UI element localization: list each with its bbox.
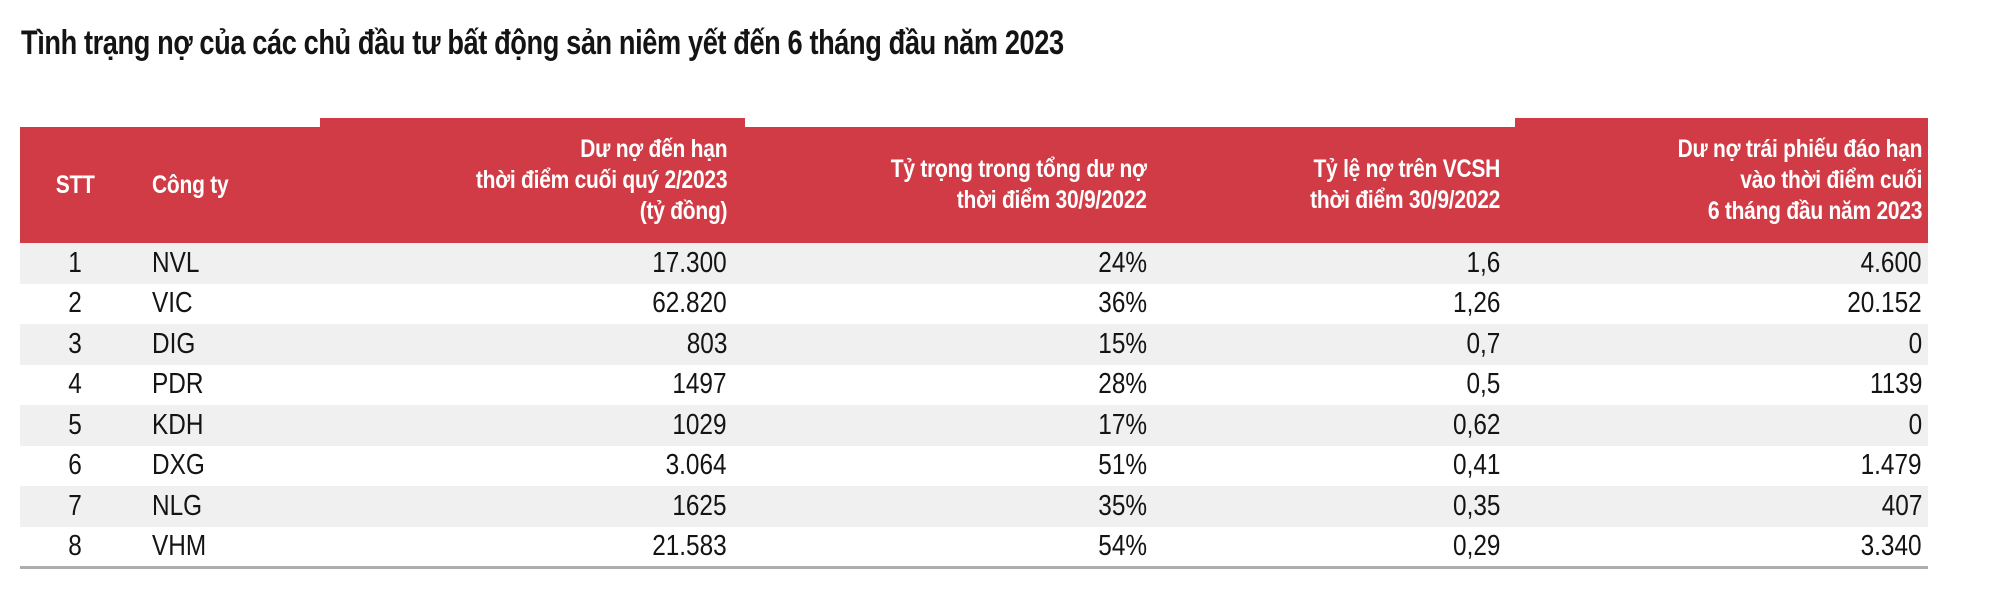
cell-debt-to-equity: 0,7 (1466, 327, 1500, 360)
table-row: 5 KDH 1029 17% 0,62 0 (20, 405, 1928, 446)
cell-company: NVL (152, 246, 200, 279)
cell-stt: 1 (68, 246, 82, 279)
page-title: Tình trạng nợ của các chủ đầu tư bất độn… (21, 24, 1324, 63)
cell-due-debt: 1497 (672, 368, 727, 401)
cell-company: NLG (152, 489, 203, 522)
col-header-company: Công ty (130, 118, 320, 243)
cell-company: VHM (130, 526, 320, 569)
cell-debt-to-equity: 0,5 (1466, 368, 1500, 401)
cell-due-debt: 17.300 (652, 246, 727, 279)
table-row: 2 VIC 62.820 36% 1,26 20.152 (20, 283, 1928, 324)
col-header-bond-debt: Dư nợ trái phiếu đáo hạn vào thời điểm c… (1515, 118, 1928, 243)
cell-debt-to-equity: 0,41 (1452, 449, 1500, 482)
cell-debt-share: 24% (1098, 246, 1147, 279)
cell-bond-debt: 0 (1908, 408, 1922, 441)
cell-stt: 2 (68, 287, 82, 320)
cell-due-debt: 62.820 (652, 287, 727, 320)
cell-bond-debt: 1139 (1869, 368, 1922, 401)
col-header-due-debt: Dư nợ đến hạn thời điểm cuối quý 2/2023 … (320, 118, 745, 243)
cell-debt-share: 17% (1098, 408, 1147, 441)
cell-company: KDH (152, 408, 204, 441)
cell-stt: 7 (68, 489, 82, 522)
cell-debt-share: 51% (1098, 449, 1147, 482)
cell-company: DIG (152, 327, 196, 360)
cell-due-debt: 21.583 (320, 526, 745, 569)
table-body: 1 NVL 17.300 24% 1,6 4.600 2 VIC 62.820 … (20, 243, 1928, 569)
table-row: 8 VHM 21.583 54% 0,29 3.340 (20, 526, 1928, 569)
debt-table: STT Công ty Dư nợ đến hạn thời điểm cuối… (20, 118, 1928, 569)
cell-company: PDR (152, 368, 204, 401)
cell-due-debt: 3.064 (666, 449, 727, 482)
table-row: 1 NVL 17.300 24% 1,6 4.600 (20, 243, 1928, 284)
cell-due-debt: 1029 (672, 408, 727, 441)
table-row: 7 NLG 1625 35% 0,35 407 (20, 486, 1928, 527)
table-header: STT Công ty Dư nợ đến hạn thời điểm cuối… (20, 118, 1928, 243)
col-header-debt-share: Tỷ trọng trong tổng dư nợ thời điểm 30/9… (745, 118, 1160, 243)
cell-bond-debt: 407 (1881, 489, 1922, 522)
cell-bond-debt: 1.479 (1861, 449, 1922, 482)
cell-bond-debt: 20.152 (1847, 287, 1922, 320)
cell-due-debt: 803 (686, 327, 727, 360)
cell-stt: 6 (68, 449, 82, 482)
cell-due-debt: 1625 (672, 489, 727, 522)
cell-debt-share: 54% (745, 526, 1160, 569)
col-header-debt-to-equity: Tỷ lệ nợ trên VCSH thời điểm 30/9/2022 (1160, 118, 1515, 243)
table-row: 3 DIG 803 15% 0,7 0 (20, 324, 1928, 365)
cell-debt-to-equity: 1,6 (1466, 246, 1500, 279)
cell-company: DXG (152, 449, 205, 482)
cell-debt-to-equity: 0,35 (1452, 489, 1500, 522)
page-title-text: Tình trạng nợ của các chủ đầu tư bất độn… (21, 24, 1064, 62)
table-row: 6 DXG 3.064 51% 0,41 1.479 (20, 445, 1928, 486)
cell-company: VIC (152, 287, 193, 320)
cell-debt-share: 36% (1098, 287, 1147, 320)
cell-debt-share: 15% (1098, 327, 1147, 360)
cell-bond-debt: 4.600 (1861, 246, 1922, 279)
cell-debt-to-equity: 0,29 (1160, 526, 1515, 569)
cell-stt: 4 (68, 368, 82, 401)
cell-debt-to-equity: 1,26 (1452, 287, 1500, 320)
cell-stt: 3 (68, 327, 82, 360)
table-row: 4 PDR 1497 28% 0,5 1139 (20, 364, 1928, 405)
cell-bond-debt: 3.340 (1515, 526, 1928, 569)
cell-bond-debt: 0 (1908, 327, 1922, 360)
cell-stt: 8 (20, 526, 130, 569)
col-header-stt: STT (20, 118, 130, 243)
header-row: STT Công ty Dư nợ đến hạn thời điểm cuối… (20, 118, 1928, 243)
cell-debt-share: 35% (1098, 489, 1147, 522)
cell-debt-to-equity: 0,62 (1452, 408, 1500, 441)
cell-stt: 5 (68, 408, 82, 441)
cell-debt-share: 28% (1098, 368, 1147, 401)
